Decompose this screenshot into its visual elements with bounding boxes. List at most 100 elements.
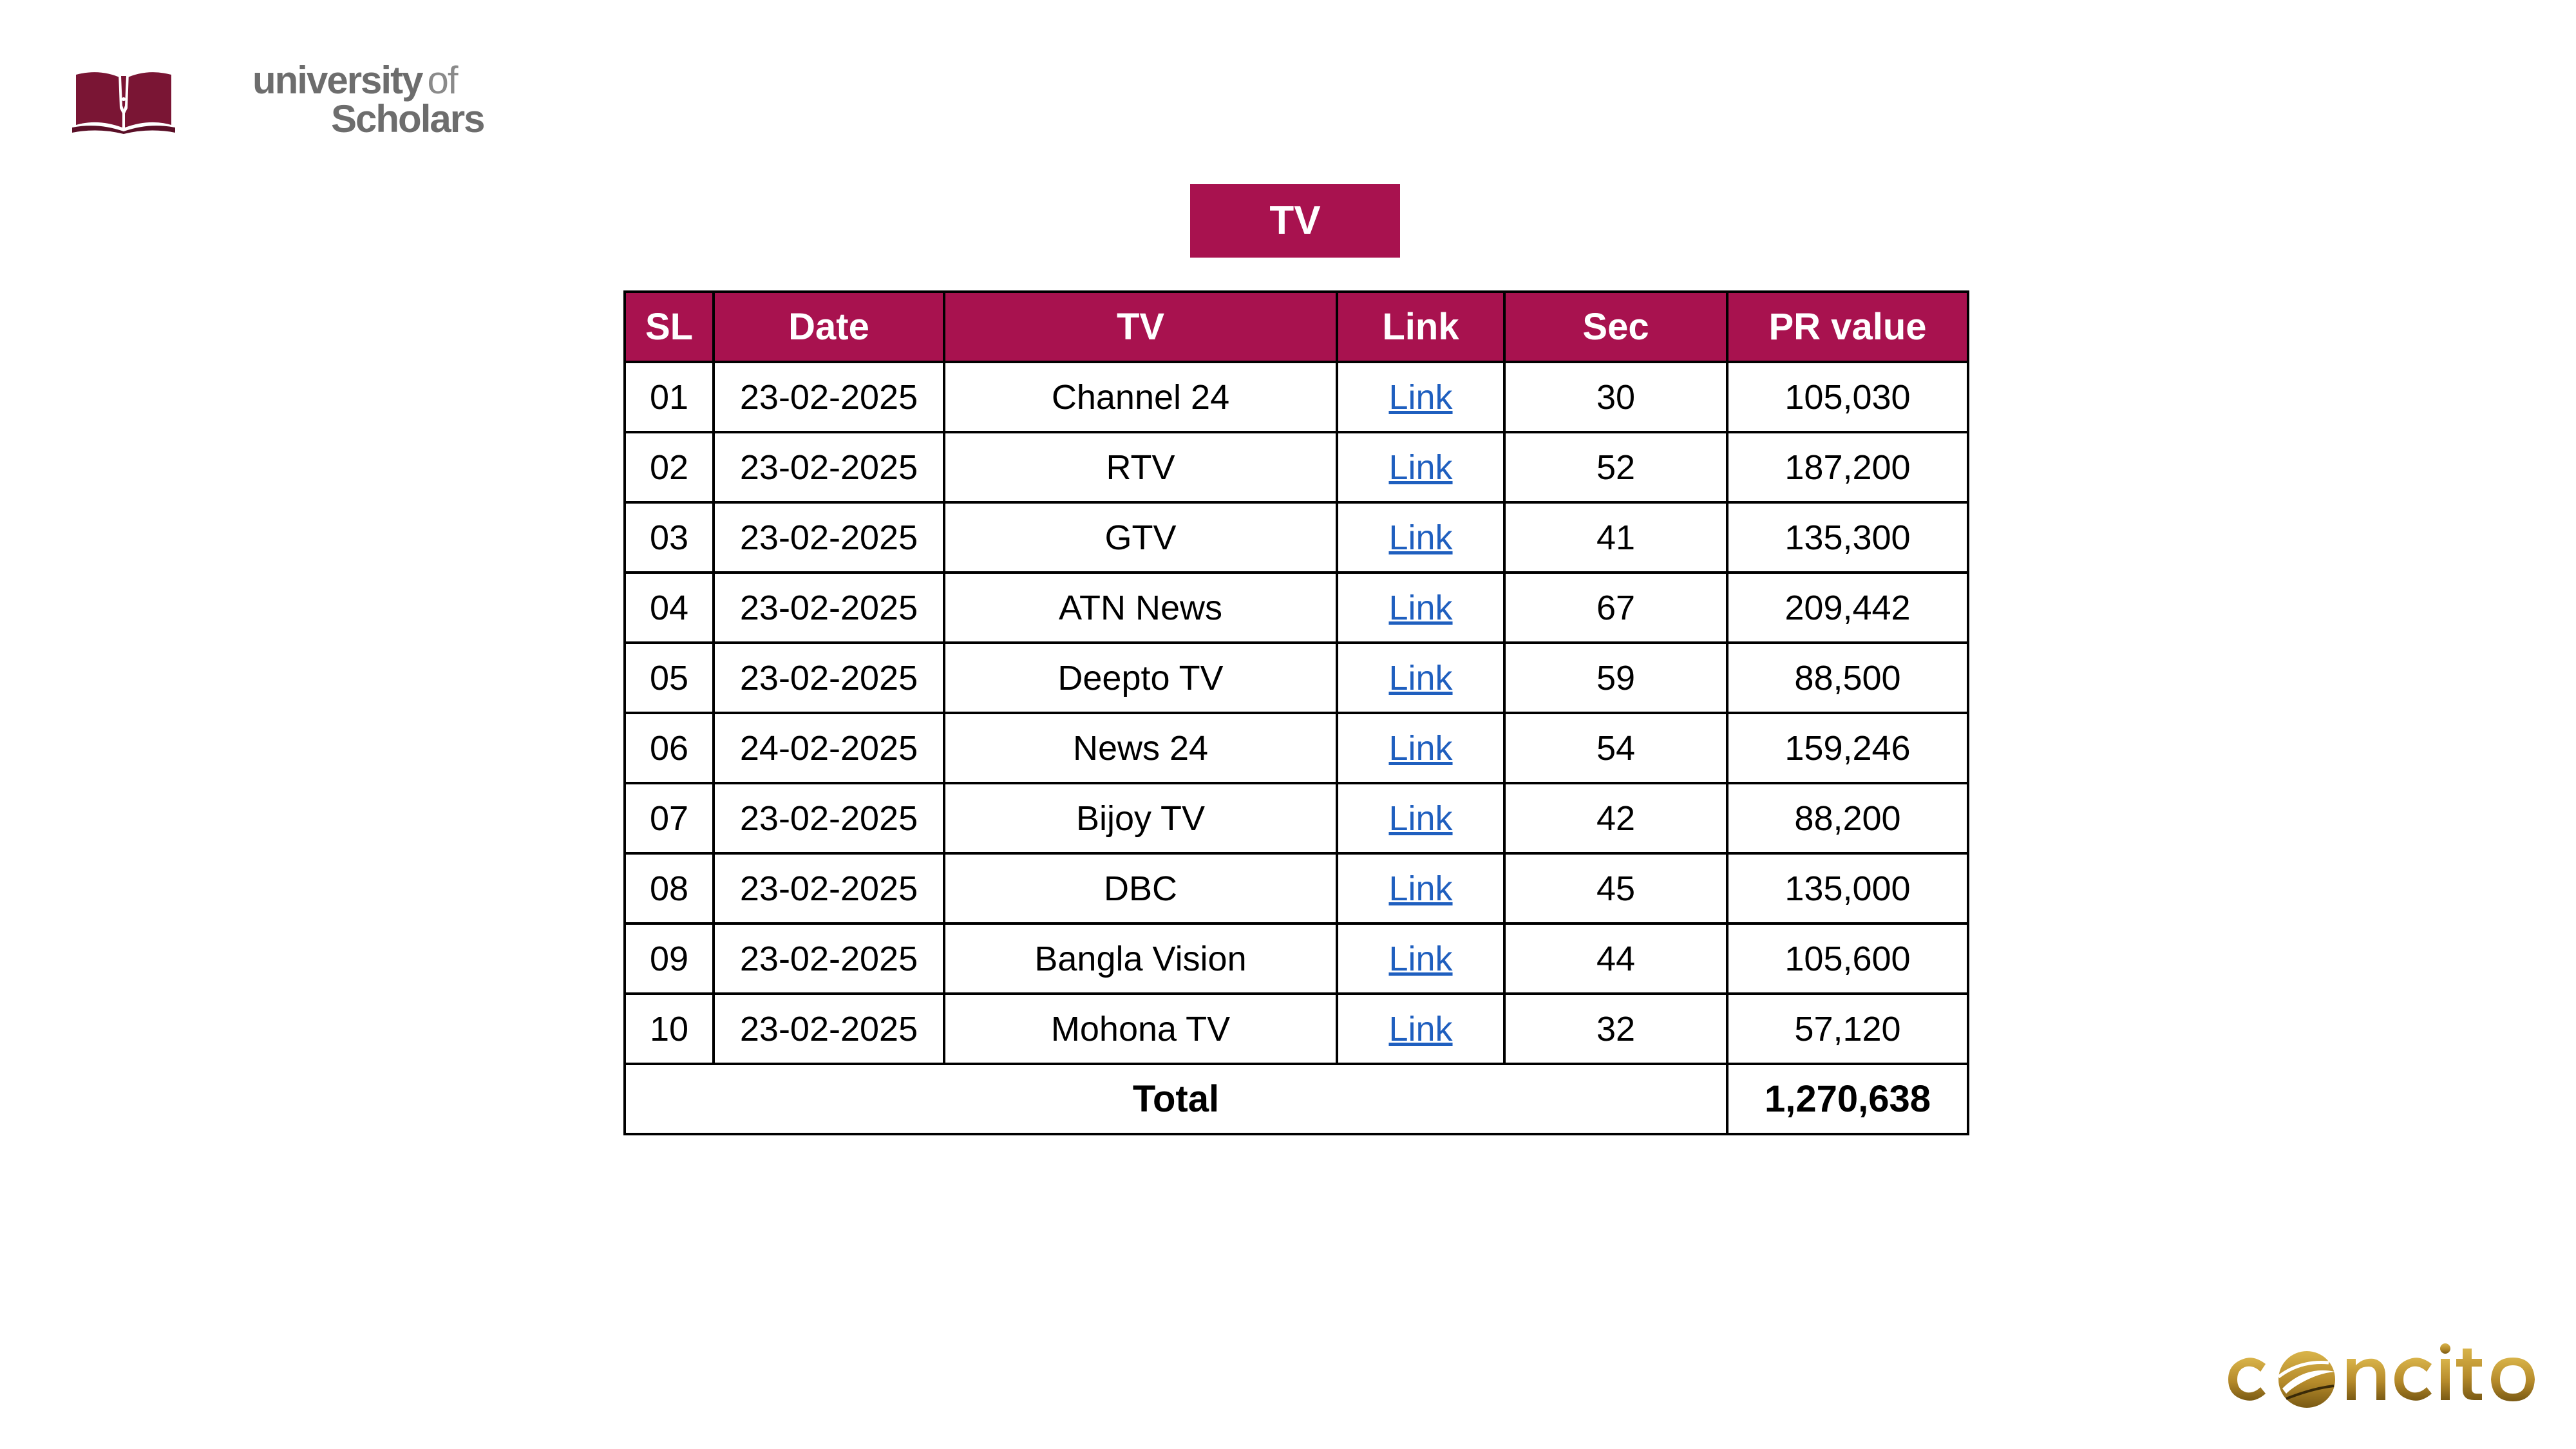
cell-date: 23-02-2025 bbox=[712, 852, 945, 925]
cell-date: 23-02-2025 bbox=[712, 361, 945, 433]
total-label: Total bbox=[623, 1063, 1728, 1135]
cell-sl: 06 bbox=[623, 712, 715, 784]
link-channel-24[interactable]: Link bbox=[1388, 377, 1453, 417]
table-row: 04 23-02-2025 ATN News Link 67 209,442 bbox=[623, 571, 1969, 644]
table-row: 06 24-02-2025 News 24 Link 54 159,246 bbox=[623, 712, 1969, 784]
cell-date: 23-02-2025 bbox=[712, 431, 945, 504]
cell-sl: 01 bbox=[623, 361, 715, 433]
cell-pr-value: 135,000 bbox=[1726, 852, 1969, 925]
logo-word-scholars: Scholars bbox=[331, 97, 485, 140]
cell-date: 23-02-2025 bbox=[712, 501, 945, 574]
cell-sec: 32 bbox=[1503, 992, 1728, 1065]
cell-sec: 52 bbox=[1503, 431, 1728, 504]
link-atn-news[interactable]: Link bbox=[1388, 588, 1453, 627]
logo-word-university: university bbox=[252, 59, 423, 102]
cell-link: Link bbox=[1336, 782, 1506, 855]
open-book-pen-icon bbox=[72, 72, 175, 134]
cell-pr-value: 187,200 bbox=[1726, 431, 1969, 504]
cell-link: Link bbox=[1336, 361, 1506, 433]
cell-date: 23-02-2025 bbox=[712, 992, 945, 1065]
table-row: 09 23-02-2025 Bangla Vision Link 44 105,… bbox=[623, 922, 1969, 995]
table-row: 05 23-02-2025 Deepto TV Link 59 88,500 bbox=[623, 641, 1969, 714]
total-value: 1,270,638 bbox=[1726, 1063, 1969, 1135]
university-of-scholars-logo: university of Scholars bbox=[72, 57, 485, 147]
concito-logo bbox=[2215, 1327, 2550, 1423]
cell-sec: 42 bbox=[1503, 782, 1728, 855]
cell-pr-value: 105,600 bbox=[1726, 922, 1969, 995]
cell-tv: GTV bbox=[943, 501, 1338, 574]
cell-pr-value: 57,120 bbox=[1726, 992, 1969, 1065]
link-news-24[interactable]: Link bbox=[1388, 728, 1453, 768]
cell-sl: 02 bbox=[623, 431, 715, 504]
cell-sl: 10 bbox=[623, 992, 715, 1065]
link-dbc[interactable]: Link bbox=[1388, 869, 1453, 908]
cell-link: Link bbox=[1336, 922, 1506, 995]
cell-date: 23-02-2025 bbox=[712, 922, 945, 995]
table-row: 07 23-02-2025 Bijoy TV Link 42 88,200 bbox=[623, 782, 1969, 855]
cell-sec: 59 bbox=[1503, 641, 1728, 714]
column-header-pr-value: PR value bbox=[1726, 290, 1969, 363]
cell-link: Link bbox=[1336, 571, 1506, 644]
table-body: 01 23-02-2025 Channel 24 Link 30 105,030… bbox=[623, 361, 1969, 1135]
cell-link: Link bbox=[1336, 992, 1506, 1065]
logo-word-of: of bbox=[427, 59, 458, 102]
cell-tv: DBC bbox=[943, 852, 1338, 925]
total-row: Total 1,270,638 bbox=[623, 1063, 1969, 1135]
cell-date: 24-02-2025 bbox=[712, 712, 945, 784]
cell-tv: RTV bbox=[943, 431, 1338, 504]
cell-sec: 54 bbox=[1503, 712, 1728, 784]
cell-tv: Bangla Vision bbox=[943, 922, 1338, 995]
pr-value-table: SL Date TV Link Sec PR value 01 23-02-20… bbox=[623, 290, 1969, 1135]
cell-link: Link bbox=[1336, 501, 1506, 574]
link-bangla-vision[interactable]: Link bbox=[1388, 939, 1453, 978]
cell-date: 23-02-2025 bbox=[712, 641, 945, 714]
table-row: 10 23-02-2025 Mohona TV Link 32 57,120 bbox=[623, 992, 1969, 1065]
cell-pr-value: 159,246 bbox=[1726, 712, 1969, 784]
link-bijoy-tv[interactable]: Link bbox=[1388, 799, 1453, 838]
link-deepto-tv[interactable]: Link bbox=[1388, 658, 1453, 697]
logo-line-1: university of bbox=[252, 58, 459, 102]
table-row: 02 23-02-2025 RTV Link 52 187,200 bbox=[623, 431, 1969, 504]
cell-sl: 05 bbox=[623, 641, 715, 714]
cell-sl: 09 bbox=[623, 922, 715, 995]
cell-tv: Channel 24 bbox=[943, 361, 1338, 433]
cell-link: Link bbox=[1336, 641, 1506, 714]
cell-tv: News 24 bbox=[943, 712, 1338, 784]
cell-sec: 44 bbox=[1503, 922, 1728, 995]
cell-pr-value: 105,030 bbox=[1726, 361, 1969, 433]
cell-pr-value: 135,300 bbox=[1726, 501, 1969, 574]
cell-pr-value: 88,500 bbox=[1726, 641, 1969, 714]
column-header-sec: Sec bbox=[1503, 290, 1728, 363]
cell-sl: 08 bbox=[623, 852, 715, 925]
link-rtv[interactable]: Link bbox=[1388, 448, 1453, 487]
column-header-tv: TV bbox=[943, 290, 1338, 363]
cell-date: 23-02-2025 bbox=[712, 782, 945, 855]
column-header-link: Link bbox=[1336, 290, 1506, 363]
cell-sl: 04 bbox=[623, 571, 715, 644]
cell-link: Link bbox=[1336, 712, 1506, 784]
cell-tv: Deepto TV bbox=[943, 641, 1338, 714]
cell-sec: 67 bbox=[1503, 571, 1728, 644]
cell-sec: 30 bbox=[1503, 361, 1728, 433]
cell-sl: 03 bbox=[623, 501, 715, 574]
table-row: 01 23-02-2025 Channel 24 Link 30 105,030 bbox=[623, 361, 1969, 433]
cell-date: 23-02-2025 bbox=[712, 571, 945, 644]
table-row: 08 23-02-2025 DBC Link 45 135,000 bbox=[623, 852, 1969, 925]
cell-sec: 45 bbox=[1503, 852, 1728, 925]
cell-sec: 41 bbox=[1503, 501, 1728, 574]
cell-pr-value: 88,200 bbox=[1726, 782, 1969, 855]
cell-sl: 07 bbox=[623, 782, 715, 855]
cell-link: Link bbox=[1336, 431, 1506, 504]
cell-tv: ATN News bbox=[943, 571, 1338, 644]
cell-tv: Mohona TV bbox=[943, 992, 1338, 1065]
link-gtv[interactable]: Link bbox=[1388, 518, 1453, 557]
section-title: TV bbox=[1190, 184, 1400, 258]
logo-text: university of Scholars bbox=[182, 57, 485, 147]
cell-link: Link bbox=[1336, 852, 1506, 925]
cell-tv: Bijoy TV bbox=[943, 782, 1338, 855]
cell-pr-value: 209,442 bbox=[1726, 571, 1969, 644]
concito-wordmark-icon bbox=[2228, 1343, 2535, 1408]
link-mohona-tv[interactable]: Link bbox=[1388, 1009, 1453, 1048]
column-header-date: Date bbox=[712, 290, 945, 363]
column-header-sl: SL bbox=[623, 290, 715, 363]
